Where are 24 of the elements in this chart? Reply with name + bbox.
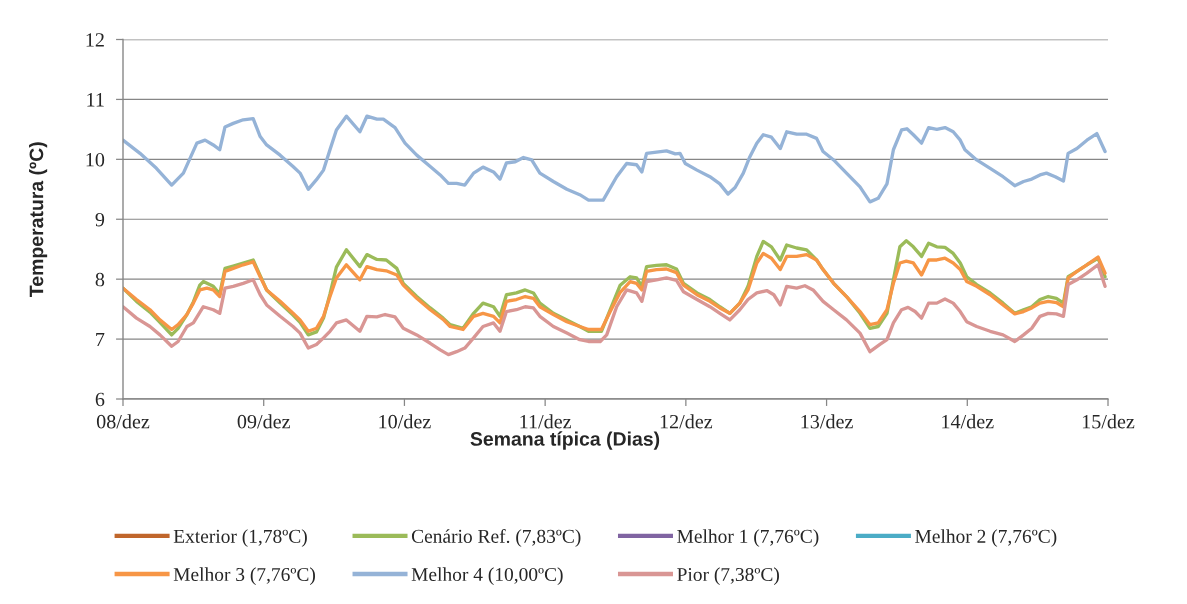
y-tick-label: 11: [87, 93, 104, 107]
y-tick-label: 7: [96, 332, 105, 347]
x-tick-label: 11/dez: [520, 414, 572, 429]
legend-label: Cenário Ref. (7,83ºC): [411, 529, 581, 547]
legend-label: Melhor 4 (10,00ºC): [411, 567, 563, 585]
x-tick-label: 09/dez: [237, 414, 290, 429]
y-tick-label: 9: [95, 212, 105, 227]
x-tick-label: 12/dez: [660, 414, 713, 429]
y-tick-label: 8: [95, 272, 105, 287]
legend-label: Melhor 2 (7,76ºC): [915, 529, 1057, 547]
y-axis-title: Temperatura (ºC): [29, 142, 48, 297]
legend-label: Exterior (1,78ºC): [173, 529, 307, 547]
x-tick-label: 13/dez: [801, 414, 853, 429]
y-tick-label: 6: [95, 392, 105, 407]
legend-label: Pior (7,38ºC): [677, 567, 779, 585]
legend-label: Melhor 3 (7,76ºC): [173, 567, 315, 585]
x-tick-label: 15/dez: [1082, 414, 1135, 429]
x-tick-label: 14/dez: [942, 414, 994, 429]
x-tick-label: 10/dez: [379, 414, 431, 429]
y-tick-label: 12: [86, 33, 104, 47]
y-tick-label: 10: [86, 152, 105, 167]
legend-label: Melhor 1 (7,76ºC): [677, 529, 819, 547]
x-axis-title: Semana típica (Dias): [470, 431, 660, 450]
x-tick-label: 08/dez: [96, 414, 150, 429]
